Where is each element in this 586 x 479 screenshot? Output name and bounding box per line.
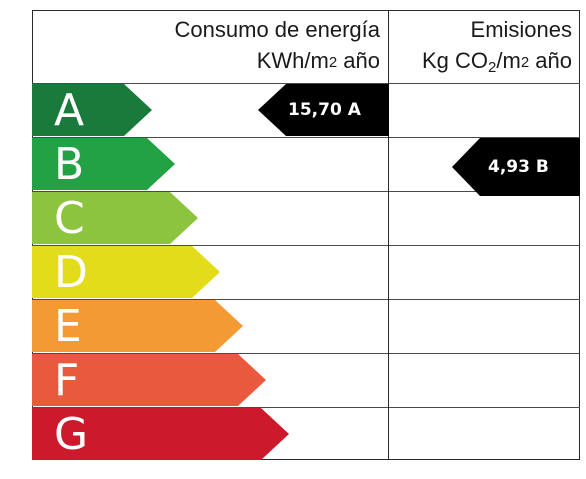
band-g-letter: G <box>54 409 89 460</box>
consumo-header: Consumo de energía KWh/m2 año <box>40 14 380 79</box>
emisiones-header: Emisiones Kg CO2/m2 año <box>392 14 572 79</box>
band-e-letter: E <box>54 301 82 352</box>
consumo-unit-prefix: KWh/m <box>256 48 329 73</box>
band-a-arrow <box>32 84 152 136</box>
row-divider <box>32 245 580 246</box>
band-d-arrow <box>32 246 220 298</box>
consumo-rating-marker: 15,70 A <box>258 84 389 136</box>
row-divider <box>32 299 580 300</box>
band-d-letter: D <box>54 247 88 298</box>
row-divider <box>32 137 580 138</box>
emisiones-rating-marker: 4,93 B <box>452 138 580 196</box>
consumo-unit: KWh/m2 año <box>40 45 380 79</box>
band-g-arrow <box>32 408 289 460</box>
band-f-arrow <box>32 354 266 406</box>
column-divider <box>388 10 389 460</box>
band-c-letter: C <box>54 193 85 244</box>
row-divider <box>32 353 580 354</box>
emisiones-unit-sup: 2 <box>520 54 530 71</box>
emisiones-unit: Kg CO2/m2 año <box>392 45 572 79</box>
row-divider <box>32 407 580 408</box>
row-divider <box>32 191 580 192</box>
consumo-rating-value: 15,70 A <box>288 100 361 120</box>
row-divider <box>32 83 580 84</box>
band-c-arrow <box>32 192 198 244</box>
emisiones-rating-value: 4,93 B <box>488 157 549 177</box>
emisiones-unit-mid: /m <box>496 48 521 73</box>
band-f-letter: F <box>54 355 80 406</box>
consumo-unit-suffix: año <box>337 48 380 73</box>
band-b-arrow <box>32 138 175 190</box>
emisiones-title: Emisiones <box>470 17 572 42</box>
consumo-marker-arrow <box>258 84 389 136</box>
emisiones-unit-sub: 2 <box>488 59 497 76</box>
emisiones-unit-prefix: Kg CO <box>422 48 489 73</box>
band-a-letter: A <box>54 85 85 136</box>
emisiones-unit-suffix: año <box>529 48 572 73</box>
band-e-arrow <box>32 300 243 352</box>
emisiones-marker-arrow <box>452 138 580 196</box>
consumo-unit-sup: 2 <box>328 54 338 71</box>
consumo-title: Consumo de energía <box>174 17 380 42</box>
band-b-letter: B <box>54 139 85 190</box>
